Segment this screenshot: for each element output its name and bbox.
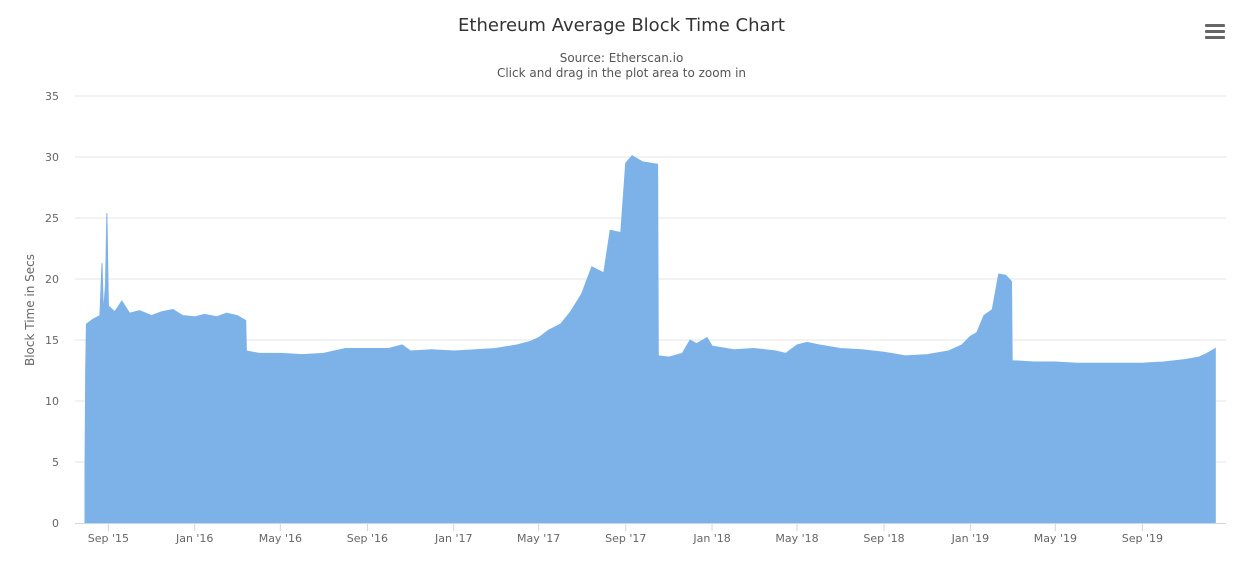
menu-icon-bar [1205,24,1225,27]
x-tick-label: May '19 [1034,532,1077,545]
x-tick-label: May '18 [775,532,818,545]
y-axis-ticks: 0 5 10 15 20 25 30 35 [45,90,59,530]
y-tick-label: 35 [45,90,59,103]
x-tick-label: May '16 [259,532,302,545]
menu-icon-bar [1205,30,1225,33]
x-tick-label: Sep '18 [863,532,904,545]
x-tick-label: Jan '19 [951,532,989,545]
x-tick-label: Sep '17 [605,532,646,545]
y-tick-label: 15 [45,334,59,347]
y-tick-label: 20 [45,273,59,286]
y-tick-label: 0 [52,517,59,530]
x-tick-label: Sep '19 [1122,532,1163,545]
block-time-area [84,155,1216,524]
x-tick-label: Sep '16 [347,532,388,545]
chart-title: Ethereum Average Block Time Chart [458,15,785,36]
hamburger-menu-icon[interactable] [1203,22,1227,42]
x-tick-label: Jan '16 [175,532,213,545]
x-tick-label: Jan '18 [692,532,730,545]
y-tick-label: 25 [45,212,59,225]
y-axis-title: Block Time in Secs [23,254,37,366]
y-tick-label: 30 [45,151,59,164]
x-tick-label: May '17 [517,532,560,545]
data-area [84,155,1216,524]
y-tick-label: 10 [45,395,59,408]
x-axis: Sep '15 Jan '16 May '16 Sep '16 Jan '17 May '… [75,523,1226,545]
y-tick-label: 5 [52,456,59,469]
x-tick-label: Jan '17 [434,532,472,545]
chart-subtitle-zoom-hint: Click and drag in the plot area to zoom … [496,66,747,80]
x-tick-label: Sep '15 [88,532,129,545]
chart-subtitle-source: Source: Etherscan.io [559,51,684,65]
menu-icon-bar [1205,36,1225,39]
